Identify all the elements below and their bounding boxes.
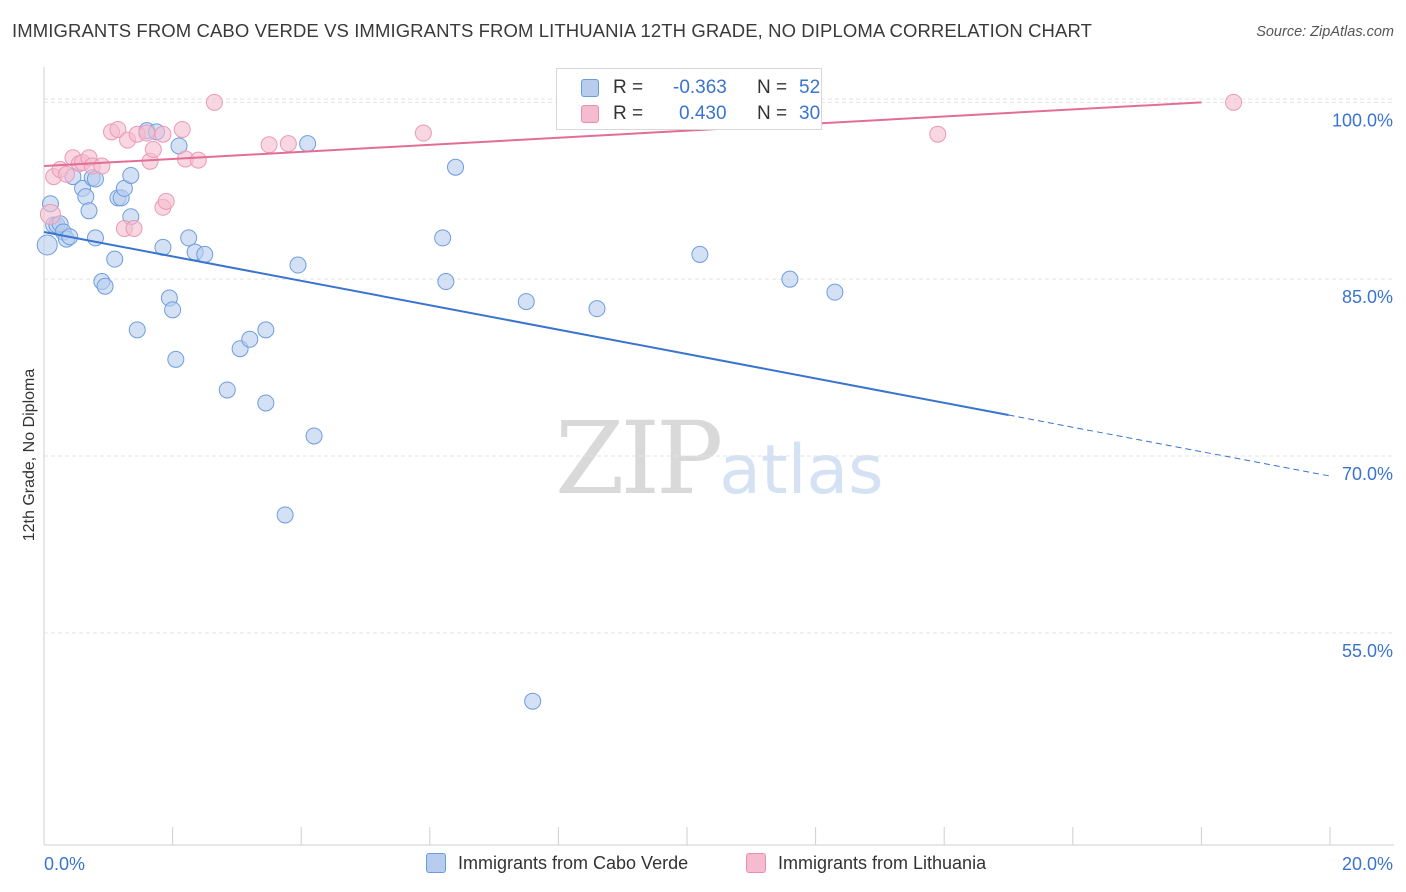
x-tick-label-max: 20.0% — [1342, 854, 1393, 874]
correlation-stats-box: R = -0.363 N = 52 R = 0.430 N = 30 — [556, 68, 822, 130]
lithuania-point — [157, 192, 175, 210]
cabo-verde-point — [691, 245, 709, 263]
cabo-verde-point — [289, 256, 307, 274]
cabo-verde-point — [218, 381, 236, 399]
y-tick-label: 70.0% — [1342, 464, 1393, 484]
n-value: 30 — [799, 103, 821, 124]
cabo-verde-point — [122, 166, 140, 184]
lithuania-point — [279, 135, 297, 153]
cabo-verde-point — [826, 283, 844, 301]
n-value: 52 — [799, 77, 821, 98]
cabo-verde-point — [167, 350, 185, 368]
r-label: R = — [613, 103, 644, 124]
cabo-verde-point — [80, 202, 98, 220]
lithuania-point — [39, 203, 61, 225]
lithuania-point — [154, 125, 172, 143]
cabo-verde-point — [276, 506, 294, 524]
y-tick-label: 55.0% — [1342, 641, 1393, 661]
legend-pink-swatch — [746, 853, 766, 873]
lithuania-point — [109, 120, 127, 138]
lithuania-point — [93, 157, 111, 175]
cabo-verde-point — [196, 245, 214, 263]
watermark: ZIPatlas — [555, 400, 884, 517]
n-label: N = — [757, 77, 788, 98]
cabo-verde-point — [77, 188, 95, 206]
legend-label: Immigrants from Cabo Verde — [458, 853, 689, 873]
cabo-verde-point — [437, 273, 455, 291]
r-label: R = — [613, 77, 644, 98]
cabo-verde-point — [128, 321, 146, 339]
lithuania-point — [189, 151, 207, 169]
cabo-verde-point — [299, 135, 317, 153]
lithuania-point — [144, 141, 162, 159]
cabo-verde-point — [588, 300, 606, 318]
lithuania-point — [260, 136, 278, 154]
lithuania-point — [125, 219, 143, 237]
cabo-verde-point — [257, 394, 275, 412]
lithuania-point — [414, 124, 432, 142]
watermark-zip: ZIP — [555, 400, 723, 517]
cabo-verde-point — [305, 427, 323, 445]
cabo-verde-point — [36, 234, 58, 256]
n-label: N = — [757, 103, 788, 124]
lithuania-point — [173, 120, 191, 138]
cabo-verde-trend-extension — [1008, 414, 1331, 477]
cabo-verde-point — [257, 321, 275, 339]
r-value: -0.363 — [673, 77, 727, 98]
source-credit: Source: ZipAtlas.com — [1256, 24, 1394, 40]
lithuania-point — [929, 125, 947, 143]
lithuania-trend-line — [43, 101, 1202, 168]
pink-swatch — [581, 105, 599, 123]
cabo-verde-point — [241, 330, 259, 348]
x-tick-label-min: 0.0% — [44, 854, 85, 874]
y-tick-label: 100.0% — [1332, 110, 1393, 130]
cabo-verde-point — [96, 277, 114, 295]
cabo-verde-point — [517, 293, 535, 311]
watermark-atlas: atlas — [719, 431, 884, 510]
cabo-verde-point — [106, 250, 124, 268]
chart-title: IMMIGRANTS FROM CABO VERDE VS IMMIGRANTS… — [12, 20, 1092, 41]
legend-blue-swatch — [426, 853, 446, 873]
lithuania-point — [1225, 93, 1243, 111]
cabo-verde-trend-line — [43, 231, 1009, 417]
cabo-verde-point — [781, 270, 799, 288]
cabo-verde-point — [164, 301, 182, 319]
blue-swatch — [581, 79, 599, 97]
lithuania-point — [205, 93, 223, 111]
lithuania-point — [58, 165, 76, 183]
cabo-verde-point — [447, 158, 465, 176]
legend-label: Immigrants from Lithuania — [778, 853, 987, 873]
cabo-verde-point — [434, 229, 452, 247]
cabo-verde-point — [524, 692, 542, 710]
lithuania-point — [138, 124, 156, 142]
y-tick-label: 85.0% — [1342, 287, 1393, 307]
r-value: 0.430 — [679, 103, 727, 124]
cabo-verde-point — [180, 229, 198, 247]
